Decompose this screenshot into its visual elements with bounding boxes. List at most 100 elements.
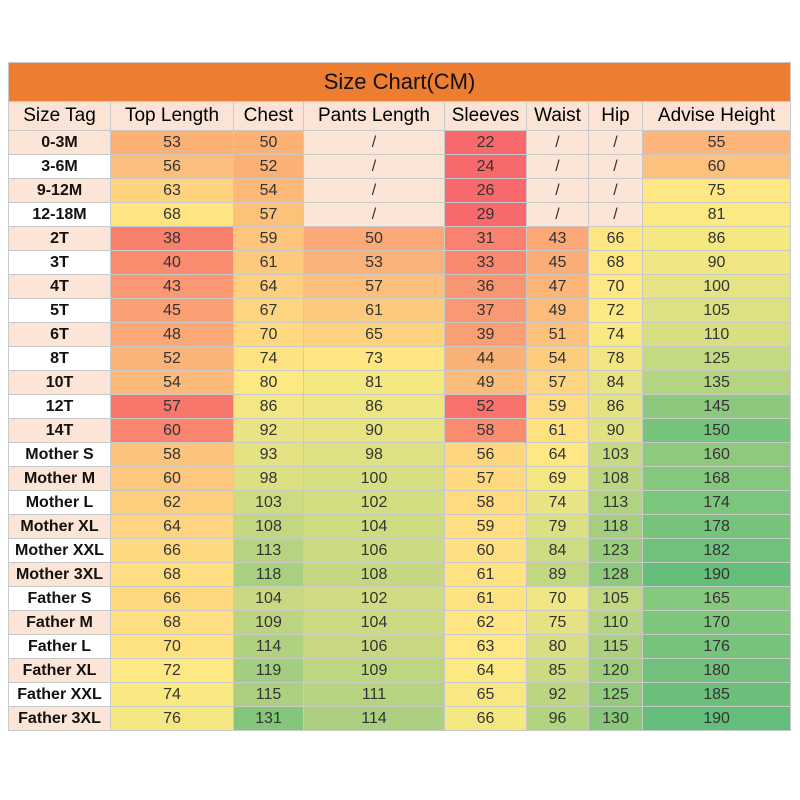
value-cell: 90 [303,418,445,443]
size-tag-cell: 10T [8,370,111,395]
value-cell: 84 [588,370,643,395]
value-cell: 170 [641,610,792,635]
value-cell: 64 [526,442,589,467]
size-chart-table: Size Chart(CM) Size Tag Top Length Chest Pa… [7,62,792,731]
value-cell: / [526,154,589,179]
value-cell: 48 [110,322,234,347]
value-cell: 55 [641,130,792,155]
value-cell: 114 [303,706,445,731]
value-cell: 145 [641,394,792,419]
size-tag-cell: Father XXL [8,682,111,707]
value-cell: 58 [444,490,527,515]
value-cell: 81 [303,370,445,395]
value-cell: 61 [444,562,527,587]
value-cell: 66 [588,226,643,251]
value-cell: 49 [526,298,589,323]
value-cell: 105 [641,298,792,323]
value-cell: 57 [110,394,234,419]
size-tag-cell: 2T [8,226,111,251]
table-row: Mother S 58 93 98 56 64 103 160 [8,442,792,467]
value-cell: 29 [444,202,527,227]
value-cell: 86 [588,394,643,419]
value-cell: 104 [303,610,445,635]
table-row: Father XXL 74 115 111 65 92 125 185 [8,682,792,707]
value-cell: 96 [526,706,589,731]
table-row: 0-3M 53 50/22//55 [8,130,792,155]
value-cell: 61 [233,250,304,275]
column-header: Pants Length [303,101,445,131]
value-cell: 31 [444,226,527,251]
value-cell: 64 [110,514,234,539]
value-cell: 104 [233,586,304,611]
table-row: Father 3XL 76 131 114 66 96 130 190 [8,706,792,731]
value-cell: 115 [588,634,643,659]
table-row: 12-18M 68 57/29//81 [8,202,792,227]
value-cell: 51 [526,322,589,347]
value-cell: 72 [588,298,643,323]
value-cell: 165 [641,586,792,611]
table-row: 9-12M 63 54/26//75 [8,178,792,203]
value-cell: 70 [233,322,304,347]
value-cell: 131 [233,706,304,731]
column-header: Hip [588,101,643,131]
value-cell: 73 [303,346,445,371]
value-cell: / [303,178,445,203]
value-cell: 70 [110,634,234,659]
value-cell: 62 [110,490,234,515]
value-cell: 68 [110,610,234,635]
value-cell: 74 [110,682,234,707]
value-cell: 66 [444,706,527,731]
value-cell: 98 [233,466,304,491]
value-cell: 86 [233,394,304,419]
chart-title: Size Chart(CM) [7,62,792,102]
column-header: Chest [233,101,304,131]
value-cell: 44 [444,346,527,371]
value-cell: 40 [110,250,234,275]
value-cell: 80 [526,634,589,659]
value-cell: 92 [526,682,589,707]
value-cell: 125 [588,682,643,707]
size-tag-cell: 14T [8,418,111,443]
size-tag-cell: Father XL [8,658,111,683]
value-cell: 113 [233,538,304,563]
value-cell: 66 [110,586,234,611]
value-cell: 174 [641,490,792,515]
value-cell: 150 [641,418,792,443]
value-cell: 115 [233,682,304,707]
value-cell: 106 [303,634,445,659]
table-row: Father L 70 114 106 63 80 115 176 [8,634,792,659]
size-tag-cell: Father S [8,586,111,611]
value-cell: 67 [233,298,304,323]
value-cell: 59 [526,394,589,419]
value-cell: 65 [444,682,527,707]
size-tag-cell: 8T [8,346,111,371]
value-cell: 76 [110,706,234,731]
value-cell: 43 [110,274,234,299]
value-cell: 61 [526,418,589,443]
value-cell: 74 [588,322,643,347]
value-cell: 92 [233,418,304,443]
size-tag-cell: Mother S [8,442,111,467]
table-row: Mother L 62 103 102 58 74 113 174 [8,490,792,515]
value-cell: 190 [641,562,792,587]
value-cell: 106 [303,538,445,563]
value-cell: 80 [233,370,304,395]
value-cell: 57 [444,466,527,491]
value-cell: 135 [641,370,792,395]
value-cell: 84 [526,538,589,563]
size-tag-cell: Father 3XL [8,706,111,731]
size-tag-cell: 0-3M [8,130,111,155]
table-row: Father XL 72 119 109 64 85 120 180 [8,658,792,683]
value-cell: 52 [233,154,304,179]
column-header: Waist [526,101,589,131]
size-tag-cell: 3T [8,250,111,275]
value-cell: 178 [641,514,792,539]
column-header: Size Tag [8,101,111,131]
table-row: 4T 43 64 57 36 47 70 100 [8,274,792,299]
value-cell: 110 [588,610,643,635]
value-cell: 63 [110,178,234,203]
size-tag-cell: 12T [8,394,111,419]
size-tag-cell: Father M [8,610,111,635]
value-cell: 69 [526,466,589,491]
value-cell: / [526,130,589,155]
